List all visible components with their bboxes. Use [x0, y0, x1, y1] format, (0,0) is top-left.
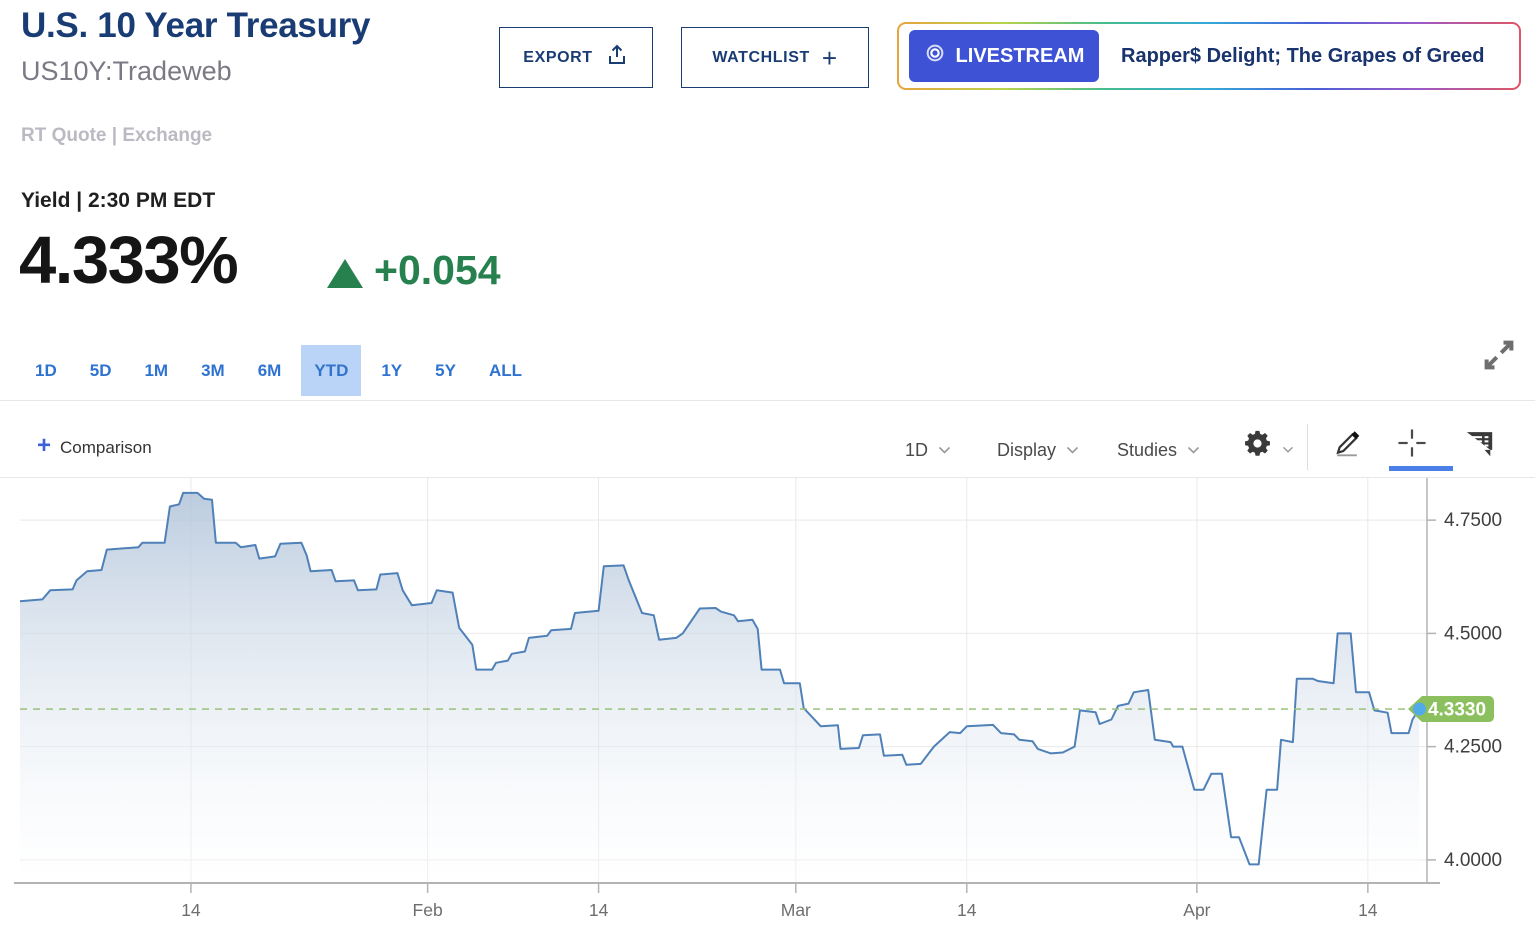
chart-settings-dropdown[interactable] [1243, 429, 1294, 458]
livestream-banner[interactable]: LIVESTREAM Rapper$ Delight; The Grapes o… [897, 22, 1521, 90]
chevron-down-icon [1187, 446, 1200, 454]
svg-text:4.0000: 4.0000 [1444, 850, 1502, 871]
comparison-plus-icon: + [37, 432, 52, 459]
chart-top-divider [0, 477, 1535, 478]
range-tab-1d[interactable]: 1D [35, 360, 57, 380]
range-tab-3m[interactable]: 3M [201, 360, 225, 380]
svg-text:14: 14 [1358, 900, 1378, 920]
gear-icon [1245, 430, 1270, 456]
export-icon [605, 43, 629, 72]
range-tab-ytd[interactable]: YTD [301, 345, 362, 396]
fullscreen-expand-icon[interactable] [1479, 336, 1519, 376]
svg-text:4.3330: 4.3330 [1428, 700, 1486, 721]
record-circle-icon [924, 42, 946, 70]
symbol-label: US10Y:Tradeweb [21, 56, 232, 86]
interval-dropdown-label: 1D [905, 440, 929, 460]
crosshair-active-indicator [1389, 466, 1453, 471]
watchlist-button[interactable]: WATCHLIST + [681, 27, 869, 88]
livestream-button-label: LIVESTREAM [955, 44, 1085, 67]
comparison-label: Comparison [60, 437, 152, 457]
yield-area-chart[interactable]: 4.7500 4.5000 4.2500 4.0000 14 Feb 14 Mar 14 Apr 1… [0, 478, 1535, 941]
quote-source-label: RT Quote | Exchange [21, 125, 213, 146]
svg-text:14: 14 [589, 900, 609, 920]
svg-text:14: 14 [957, 900, 977, 920]
page-title: U.S. 10 Year Treasury [21, 6, 371, 45]
yield-time-label: Yield | 2:30 PM EDT [21, 189, 216, 212]
crosshair-tool-icon[interactable] [1396, 427, 1428, 462]
export-button[interactable]: EXPORT [499, 27, 653, 88]
watchlist-button-label: WATCHLIST [712, 48, 810, 66]
change-value: +0.054 [374, 247, 501, 293]
range-tab-5y[interactable]: 5Y [435, 360, 456, 380]
svg-text:Feb: Feb [413, 900, 443, 920]
interval-dropdown[interactable]: 1D [905, 440, 951, 461]
export-button-label: EXPORT [523, 48, 593, 66]
livestream-button[interactable]: LIVESTREAM [909, 30, 1099, 82]
svg-text:4.5000: 4.5000 [1444, 623, 1502, 644]
svg-text:14: 14 [181, 900, 201, 920]
svg-text:Apr: Apr [1183, 900, 1210, 920]
range-tab-6m[interactable]: 6M [257, 360, 282, 380]
svg-text:Mar: Mar [781, 900, 811, 920]
range-tab-all[interactable]: ALL [488, 360, 522, 380]
range-tab-1y[interactable]: 1Y [381, 360, 403, 380]
watchlist-plus-icon: + [821, 42, 838, 73]
chevron-down-icon [938, 446, 951, 454]
livestream-show-title: Rapper$ Delight; The Grapes of Greed [1121, 44, 1485, 67]
svg-text:4.2500: 4.2500 [1444, 737, 1502, 758]
studies-dropdown[interactable]: Studies [1117, 440, 1200, 461]
svg-text:4.7500: 4.7500 [1444, 510, 1502, 531]
display-dropdown[interactable]: Display [997, 440, 1079, 461]
draw-pencil-icon[interactable] [1331, 427, 1363, 462]
chevron-down-icon [1283, 446, 1293, 453]
tabs-divider [0, 400, 1535, 401]
toolbar-divider [1307, 424, 1308, 470]
up-arrow-icon [327, 259, 363, 288]
studies-dropdown-label: Studies [1117, 440, 1178, 460]
price-value: 4.333% [19, 223, 239, 298]
chart-comments-icon[interactable] [1463, 427, 1496, 463]
chevron-down-icon [1066, 446, 1079, 454]
display-dropdown-label: Display [997, 440, 1057, 460]
range-tab-5d[interactable]: 5D [89, 360, 112, 380]
add-comparison-button[interactable]: + Comparison [37, 432, 152, 459]
range-tabs: 1D 5D 1M 3M 6M YTD 1Y 5Y ALL [22, 345, 535, 396]
range-tab-1m[interactable]: 1M [144, 360, 169, 380]
